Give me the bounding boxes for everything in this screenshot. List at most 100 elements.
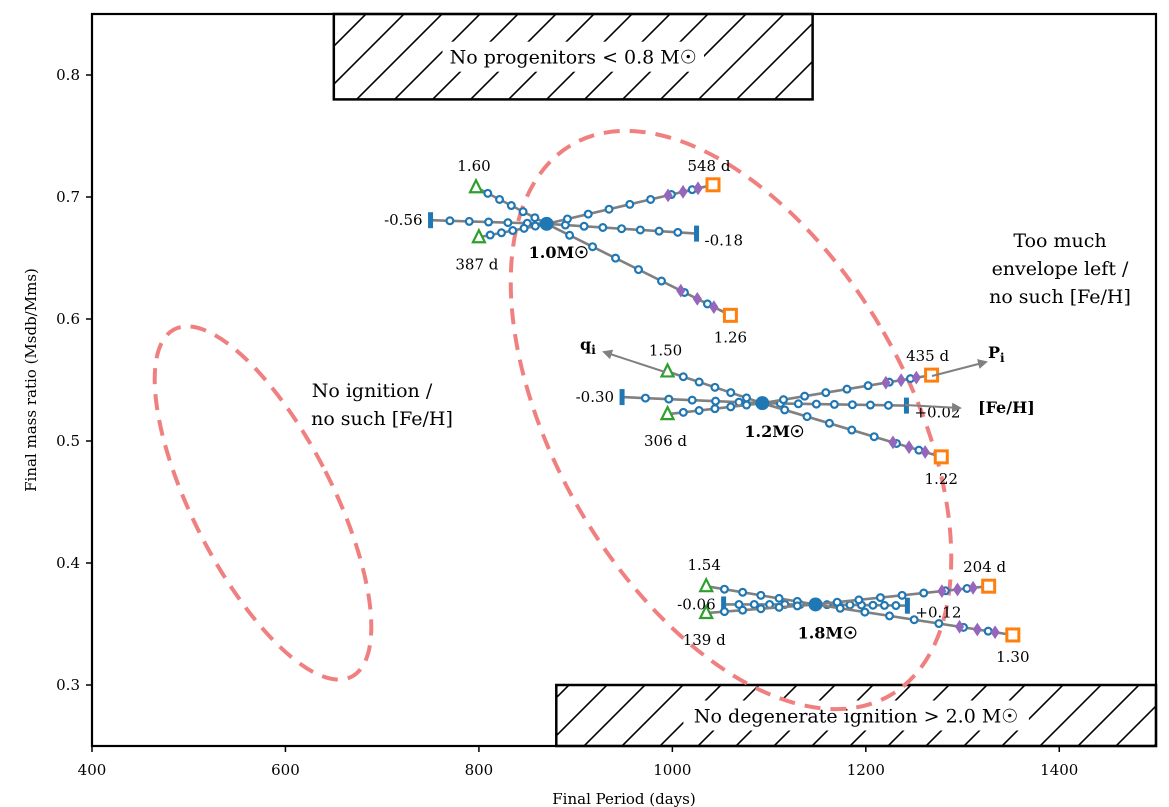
q-track-point <box>738 587 748 597</box>
feh-track-point <box>673 227 683 237</box>
q-track-point <box>726 388 736 398</box>
p-track-diamond <box>678 184 688 199</box>
q-track-point <box>934 619 944 629</box>
p-track-point <box>778 395 788 405</box>
feh-arrow <box>904 402 962 413</box>
feh-end-label: +0.12 <box>915 604 961 622</box>
q-track-diamond <box>954 619 965 634</box>
p-track-point <box>842 384 852 394</box>
p-track-point <box>863 381 873 391</box>
q-track-diamond <box>888 435 898 450</box>
feh-start-label: -0.56 <box>384 211 422 229</box>
q-track-point <box>756 590 766 600</box>
q-track-diamond <box>920 445 930 459</box>
q-track-point <box>530 213 540 223</box>
q-track-point <box>983 626 993 636</box>
p-track-point <box>485 230 495 240</box>
p-arrow-label: Pi <box>988 343 1005 365</box>
q-track-point <box>588 242 598 252</box>
q-track-point <box>694 377 704 387</box>
q-track-diamond <box>972 622 982 637</box>
q-arrow <box>602 349 666 373</box>
feh-track-point <box>749 599 759 609</box>
q-track-point <box>611 253 621 263</box>
feh-track-point <box>829 399 839 409</box>
p-track-point <box>774 602 784 612</box>
p-track-point <box>646 194 656 204</box>
p-track-point <box>897 590 907 600</box>
p-track-point <box>821 388 831 398</box>
y-tick-label: 0.8 <box>56 66 80 84</box>
q-end-label: 1.22 <box>925 470 958 488</box>
q-track-point <box>710 382 720 392</box>
allowed-region-ellipses <box>152 128 954 712</box>
q-start-label: 1.54 <box>688 556 721 574</box>
feh-track-point <box>654 226 664 236</box>
q-track-point <box>885 611 895 621</box>
p-track-point <box>583 209 593 219</box>
p-track-point <box>678 407 688 417</box>
y-tick-label: 0.6 <box>56 310 80 328</box>
feh-track-point <box>464 216 474 226</box>
p-track-point <box>710 404 720 414</box>
y-tick-label: 0.4 <box>56 554 80 572</box>
feh-track-point <box>484 217 494 227</box>
q-arrow-label: qi <box>580 335 596 357</box>
q-track-diamond <box>904 440 914 455</box>
x-axis-title: Final Period (days) <box>552 790 695 807</box>
q-end-square <box>1005 627 1021 643</box>
top-region-label-bg <box>442 41 704 72</box>
p-track-point <box>854 595 864 605</box>
p-track-point <box>919 588 929 598</box>
feh-end-marker <box>619 389 625 406</box>
ellipse-main <box>508 128 954 712</box>
x-tick-label: 600 <box>271 761 300 779</box>
feh-track-point <box>879 600 889 610</box>
q-track-diamond <box>676 283 686 298</box>
p-start-triangle <box>659 404 676 421</box>
feh-track-point <box>868 600 878 610</box>
ellipse-left <box>152 324 374 682</box>
group-3: 1.54 1.30 139 d 204 d -0.06 +0.12 1.8M☉ <box>677 556 1029 666</box>
feh-track-point <box>847 400 857 410</box>
p-track-point <box>530 221 540 231</box>
q-track-point <box>860 607 870 617</box>
p-end-square <box>705 177 721 193</box>
q-end-square <box>933 449 949 465</box>
p-track-point <box>562 214 572 224</box>
p-arrow <box>931 359 988 377</box>
q-start-label: 1.50 <box>649 341 682 359</box>
feh-track-point <box>891 601 901 611</box>
q-end-square <box>722 307 738 323</box>
feh-track-point <box>503 218 513 228</box>
q-track-point <box>702 299 712 309</box>
feh-arrow-label: [Fe/H] <box>978 398 1035 417</box>
p-end-label: 435 d <box>906 347 949 365</box>
p-track-point <box>875 593 885 603</box>
p-start-label: 139 d <box>683 631 726 649</box>
q-track-point <box>518 207 528 217</box>
mass-label: 1.8M☉ <box>798 623 858 642</box>
y-tick-label: 0.5 <box>56 432 80 450</box>
q-start-triangle <box>468 177 484 194</box>
mass-label: 1.0M☉ <box>529 243 589 262</box>
feh-track-point <box>598 223 608 233</box>
p-track-diamond <box>968 580 978 595</box>
feh-track-point <box>617 224 627 234</box>
p-track-diamond <box>896 373 906 388</box>
feh-end-marker <box>694 225 700 242</box>
p-start-triangle <box>471 227 487 244</box>
feh-track-point <box>865 400 875 410</box>
feh-track-point <box>445 216 455 226</box>
p-track-point <box>719 607 729 617</box>
p-track-diamond <box>693 181 703 196</box>
center-point <box>808 597 823 612</box>
q-start-triangle <box>659 362 676 378</box>
p-track-diamond <box>911 370 921 385</box>
x-tick-label: 1400 <box>1040 761 1078 779</box>
q-track-point <box>909 615 919 625</box>
q-track-point <box>495 194 505 204</box>
q-track-point <box>802 412 812 422</box>
x-tick-label: 800 <box>465 761 494 779</box>
